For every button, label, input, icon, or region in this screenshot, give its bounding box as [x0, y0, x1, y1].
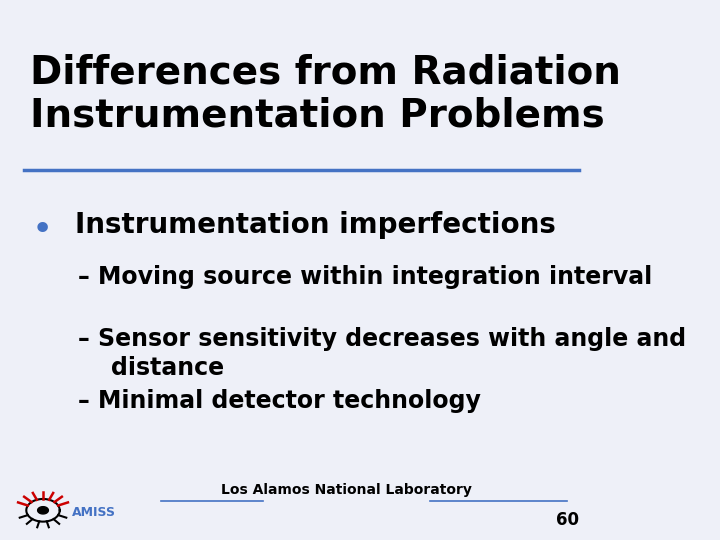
Text: AMISS: AMISS	[72, 507, 116, 519]
Text: 60: 60	[557, 511, 580, 529]
Text: Instrumentation imperfections: Instrumentation imperfections	[75, 211, 556, 239]
Text: Differences from Radiation
Instrumentation Problems: Differences from Radiation Instrumentati…	[30, 54, 621, 134]
Text: – Sensor sensitivity decreases with angle and
    distance: – Sensor sensitivity decreases with angl…	[78, 327, 685, 380]
Text: – Minimal detector technology: – Minimal detector technology	[78, 389, 480, 413]
Polygon shape	[37, 507, 48, 514]
Text: •: •	[31, 213, 53, 247]
Text: Los Alamos National Laboratory: Los Alamos National Laboratory	[221, 483, 472, 497]
Text: – Moving source within integration interval: – Moving source within integration inter…	[78, 265, 652, 288]
